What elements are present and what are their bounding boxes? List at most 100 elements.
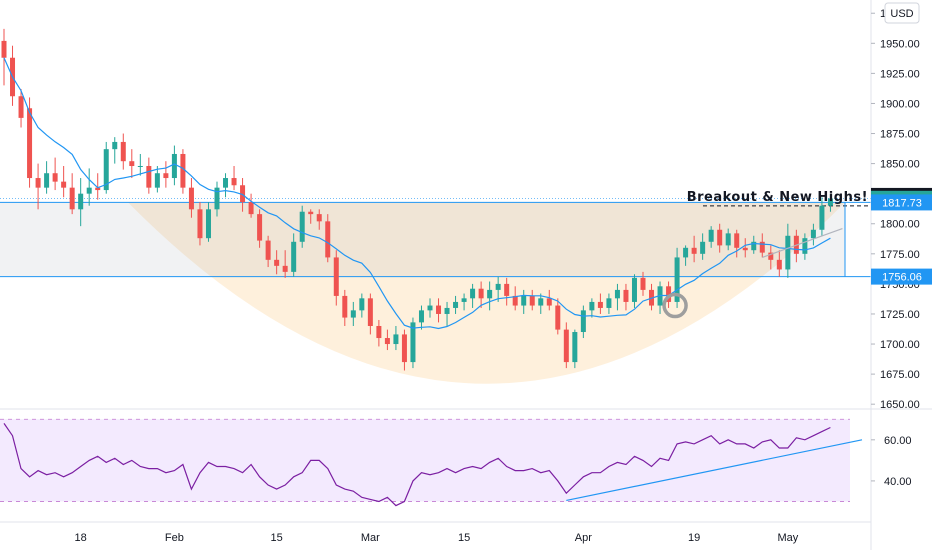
- candle-body: [589, 301, 595, 311]
- candle-body: [418, 310, 424, 323]
- price-trend-line: [762, 227, 843, 258]
- candle-body: [768, 252, 774, 260]
- candle-body: [146, 166, 152, 188]
- candle-body: [257, 214, 263, 241]
- candle-body: [316, 214, 322, 222]
- time-tick-label: 15: [458, 532, 470, 544]
- candle-body: [299, 211, 305, 242]
- currency-label-box[interactable]: [884, 2, 920, 24]
- candle-body: [248, 202, 254, 215]
- candle-body: [487, 289, 493, 299]
- candle-body: [325, 221, 331, 258]
- rsi-band: [0, 419, 850, 502]
- rsi-trend-line: [566, 439, 863, 502]
- price-tick-label: 1775.00: [880, 249, 920, 261]
- candle-body: [265, 240, 271, 260]
- candle-body: [112, 141, 118, 150]
- candle-body: [674, 257, 680, 302]
- breakout-annotation: Breakout & New Highs!: [687, 190, 868, 205]
- candle-body: [461, 298, 467, 302]
- time-axis[interactable]: 18 Feb 15 Mar 15 Apr 19 May: [75, 532, 799, 544]
- candle-body: [700, 241, 706, 254]
- candle-body: [231, 178, 237, 186]
- price-tick-label: 1900.00: [880, 98, 920, 110]
- candle-body: [197, 209, 203, 239]
- candle-body: [521, 295, 527, 306]
- candle-body: [223, 178, 229, 188]
- candle-body: [359, 298, 365, 311]
- price-tick-label: 1800.00: [880, 219, 920, 231]
- price-tag-label: 1756.06: [882, 272, 922, 284]
- candles-layer: [1, 28, 833, 371]
- candle-body: [137, 166, 143, 168]
- candle-body: [350, 310, 356, 318]
- candle-body: [827, 198, 833, 206]
- candle-body: [563, 329, 569, 363]
- candle-body: [683, 247, 689, 258]
- time-tick-label: 19: [688, 532, 700, 544]
- candle-body: [529, 295, 535, 306]
- candle-body: [52, 173, 58, 182]
- price-tick-label: 1850.00: [880, 159, 920, 171]
- price-tick-label: 1650.00: [880, 399, 920, 411]
- candle-body: [640, 277, 646, 290]
- candle-body: [103, 149, 109, 191]
- candle-body: [384, 338, 390, 345]
- candle-body: [95, 187, 101, 191]
- price-tick-label: 1675.00: [880, 369, 920, 381]
- candle-body: [35, 178, 41, 188]
- candle-body: [69, 187, 75, 210]
- candle-body: [725, 233, 731, 246]
- candle-body: [691, 247, 697, 254]
- candle-body: [802, 238, 808, 254]
- candle-body: [61, 181, 67, 188]
- candle-body: [470, 288, 476, 299]
- candle-body: [86, 187, 92, 194]
- candle-body: [666, 286, 672, 302]
- time-tick-label: Apr: [575, 532, 592, 544]
- candle-body: [282, 265, 288, 272]
- candle-body: [393, 334, 399, 345]
- rsi-tick-label: 60.00: [884, 435, 912, 447]
- time-tick-label: Feb: [165, 532, 184, 544]
- candle-body: [708, 229, 714, 242]
- rsi-tick-label: 40.00: [884, 476, 912, 488]
- moving-average-line: [3, 57, 831, 330]
- range-box: [0, 202, 845, 277]
- time-tick-label: Mar: [361, 532, 380, 544]
- candle-body: [819, 205, 825, 230]
- candle-body: [495, 283, 501, 290]
- candle-body: [291, 241, 297, 272]
- price-tick-label: 1725.00: [880, 309, 920, 321]
- price-tag-box: [871, 268, 932, 285]
- candle-body: [163, 173, 169, 179]
- candle-body: [240, 185, 246, 203]
- currency-label: USD: [890, 8, 913, 20]
- rsi-axis: 60.00 40.00: [871, 435, 912, 488]
- candle-body: [546, 298, 552, 306]
- candle-body: [572, 332, 578, 363]
- candle-body: [751, 241, 757, 251]
- candle-body: [308, 211, 314, 215]
- cup-pattern-shape: [128, 202, 845, 384]
- candle-body: [342, 295, 348, 318]
- candle-body: [436, 305, 442, 314]
- candle-body: [333, 257, 339, 296]
- price-tag-label: 1817.73: [882, 197, 922, 209]
- candle-body: [597, 301, 603, 308]
- candle-body: [444, 307, 450, 314]
- candle-body: [631, 277, 637, 302]
- price-tag-box: [871, 194, 932, 211]
- candle-body: [18, 96, 24, 118]
- candle-body: [44, 173, 50, 188]
- candle-body: [27, 108, 33, 179]
- time-tick-label: 18: [75, 532, 87, 544]
- candle-body: [776, 259, 782, 270]
- price-tick-label: 1700.00: [880, 339, 920, 351]
- candle-body: [427, 305, 433, 311]
- price-tick-label: 1950.00: [880, 38, 920, 50]
- candle-body: [410, 322, 416, 363]
- candle-body: [154, 173, 160, 188]
